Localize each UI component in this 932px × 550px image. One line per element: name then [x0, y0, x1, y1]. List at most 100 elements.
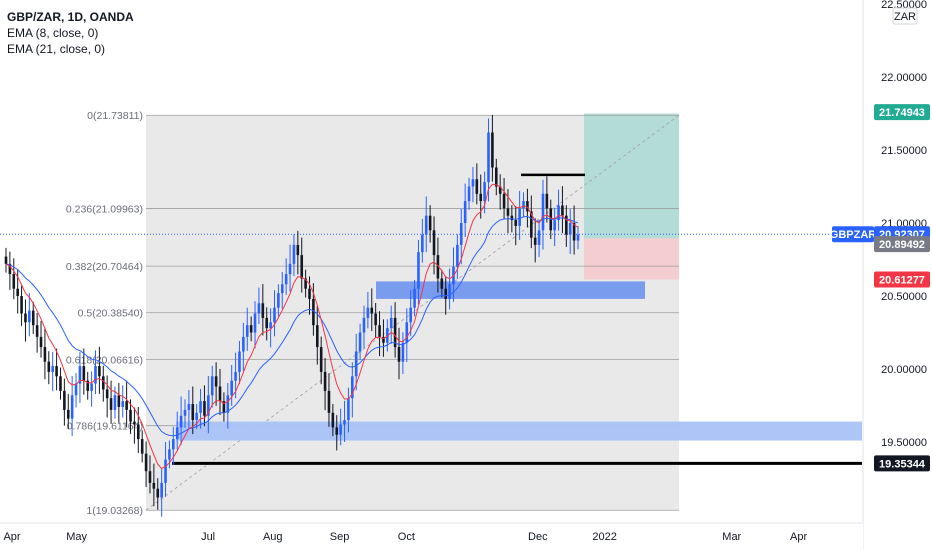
candle [253, 301, 257, 349]
candle [308, 276, 311, 315]
price-tick-label: 22.00000 [881, 72, 927, 84]
candle [152, 463, 156, 507]
candle-body [351, 376, 354, 399]
candle-body [269, 322, 272, 329]
candle-body [8, 263, 12, 275]
support-tag-text: 19.35344 [879, 458, 926, 470]
candle-body [152, 482, 156, 489]
candle-body [214, 376, 218, 387]
candle [280, 272, 284, 309]
candle-body [63, 390, 66, 410]
time-tick-label: Jul [201, 531, 215, 543]
candle [199, 388, 202, 429]
candle-body [261, 303, 265, 318]
candle-body [315, 325, 319, 348]
candle [109, 380, 113, 424]
candle-body [374, 313, 377, 326]
legend-ema-slow[interactable]: EMA (21, close, 0) [7, 42, 106, 56]
candle-body [183, 409, 187, 416]
entry-tag-box [874, 236, 930, 253]
candle-body [331, 412, 335, 428]
demand-zone-upper [376, 281, 645, 299]
candle [397, 327, 401, 380]
candle [483, 171, 486, 214]
candle [498, 174, 502, 210]
candle [409, 290, 412, 337]
candle [101, 365, 105, 402]
candle [94, 350, 97, 395]
currency-label: ZAR [894, 11, 916, 23]
candle [28, 293, 31, 337]
candle [553, 207, 556, 247]
candle-body [98, 366, 101, 377]
currency-badge: ZAR [892, 7, 918, 25]
candle-body [506, 208, 510, 216]
candle [417, 239, 420, 305]
candle [160, 468, 163, 517]
price-tick-label: 22.50000 [881, 0, 927, 11]
candle-body [31, 310, 35, 326]
candle-body [168, 449, 171, 460]
candle-body [51, 366, 54, 372]
candle [374, 303, 377, 338]
candle-body [172, 439, 175, 450]
candle [63, 378, 66, 426]
symbol-name-tag-box [832, 226, 874, 243]
candle [475, 163, 479, 205]
candle [471, 166, 475, 203]
candle-body [273, 307, 276, 323]
candle [273, 290, 276, 337]
candle-body [413, 288, 416, 308]
candle-body [386, 328, 389, 343]
candle [393, 302, 397, 358]
candle [292, 234, 296, 277]
candle [522, 192, 525, 218]
candle [121, 385, 125, 418]
candle-body [300, 255, 304, 279]
candle [432, 216, 436, 275]
candle-body [28, 310, 31, 323]
candle-body [541, 193, 545, 231]
candle-body [20, 296, 23, 314]
candle [249, 316, 253, 342]
candle-body [210, 376, 214, 396]
candle [530, 195, 533, 249]
candle [304, 269, 307, 298]
candle [35, 312, 39, 353]
candle-body [370, 307, 374, 314]
candle-body [207, 395, 210, 416]
candle-body [249, 325, 253, 333]
candle [179, 396, 183, 445]
candle-body [175, 427, 179, 440]
candle-body [463, 201, 467, 223]
candle [242, 322, 245, 371]
candle [315, 305, 319, 365]
candle [456, 234, 459, 280]
legend-ema-fast[interactable]: EMA (8, close, 0) [7, 26, 99, 40]
candle-body [522, 201, 525, 209]
candle-body [222, 401, 226, 413]
fib-level-label: 1(19.03268) [86, 505, 143, 517]
candle-body [378, 325, 381, 337]
candle-body [401, 342, 405, 362]
candle [8, 251, 12, 290]
candle-body [277, 293, 280, 308]
candle-body [238, 351, 241, 372]
time-axis [0, 523, 863, 550]
candle [39, 321, 43, 358]
legend-symbol[interactable]: GBP/ZAR, 1D, OANDA [7, 10, 134, 24]
candle-body [74, 383, 78, 396]
candle-body [354, 351, 358, 377]
candle-body [121, 401, 125, 407]
candle-body [456, 244, 459, 267]
fib-level-label: 0.5(20.38540) [78, 308, 143, 320]
stop-loss-tag: 20.61277 [874, 271, 930, 288]
time-tick-label: Sep [330, 531, 350, 543]
candle-body [16, 288, 19, 296]
candle [467, 177, 471, 210]
time-tick-label: Mar [722, 531, 741, 543]
candle [576, 225, 580, 250]
candle-body [245, 325, 249, 337]
candle [378, 311, 381, 357]
